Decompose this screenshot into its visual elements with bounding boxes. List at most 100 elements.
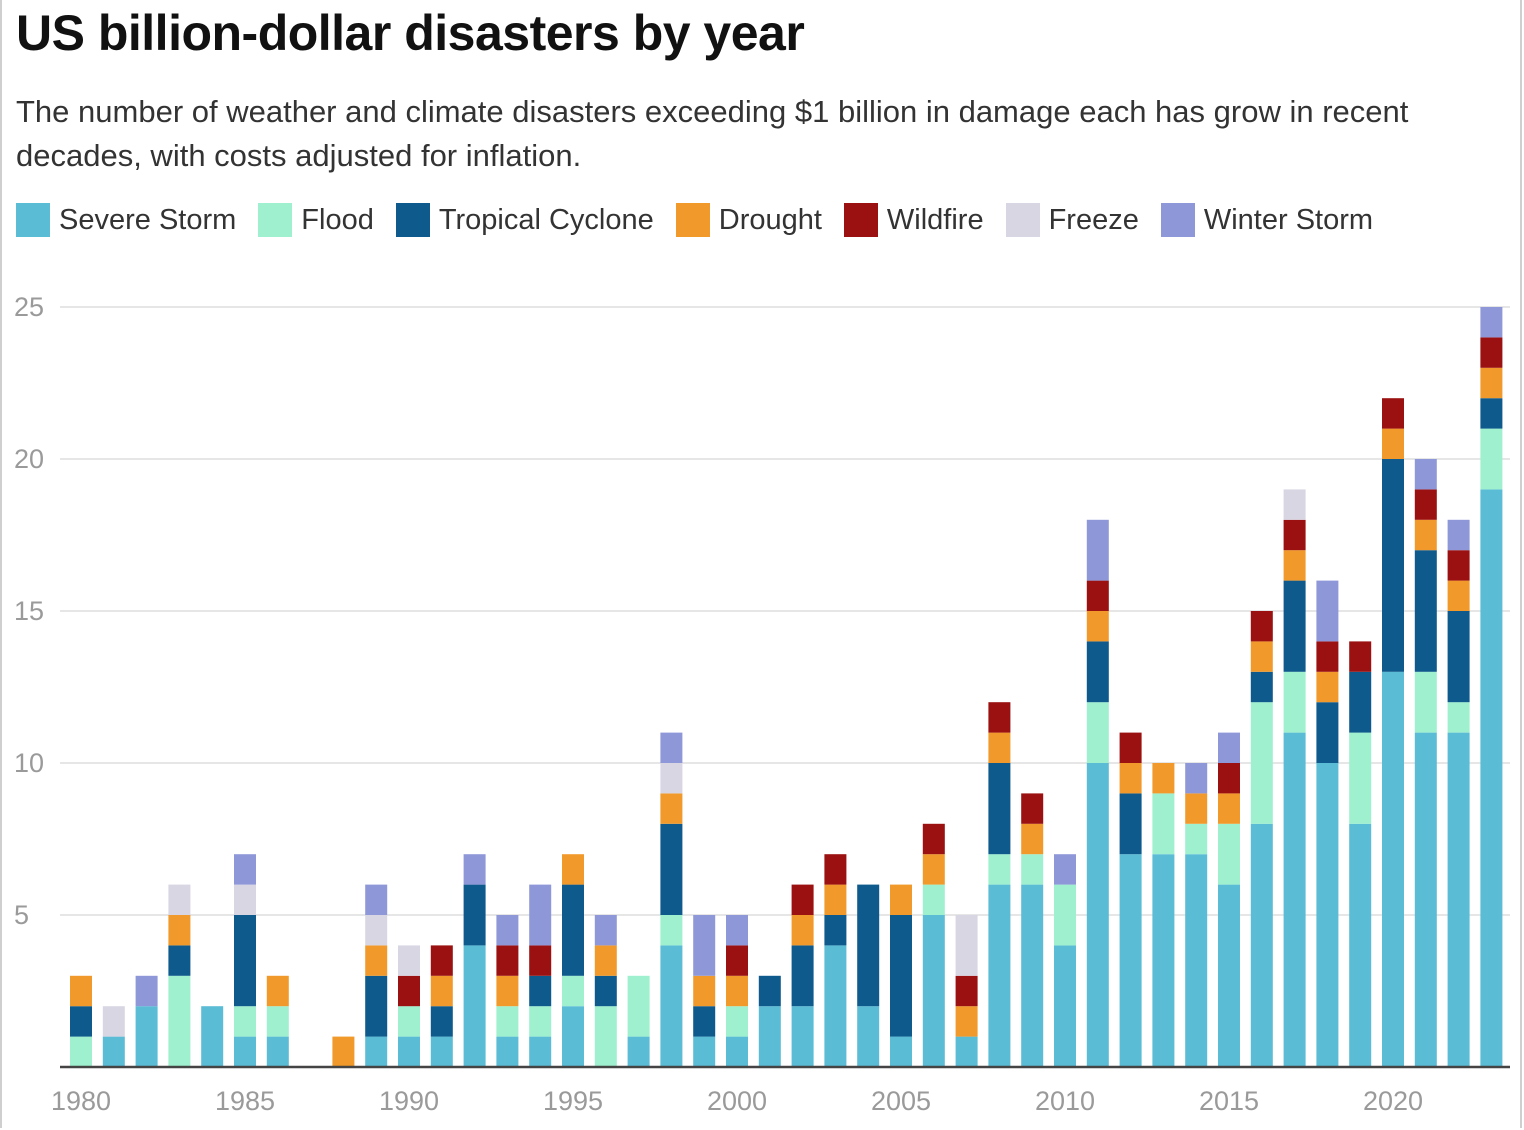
x-tick-label: 2005: [871, 1086, 931, 1116]
bar-segment-wildfire-1990: [398, 975, 420, 1007]
bar-segment-wildfire-2022: [1447, 550, 1470, 581]
bar-segment-flood-1990: [398, 1006, 420, 1037]
bar-segment-winter-storm-1993: [496, 915, 519, 946]
bar-segment-drought-2023: [1480, 367, 1503, 399]
bar-segment-drought-2021: [1414, 519, 1437, 551]
chart-subtitle: The number of weather and climate disast…: [16, 94, 1409, 173]
bar-segment-tropical-cyclone-2023: [1480, 398, 1503, 429]
bar-segment-tropical-cyclone-1980: [70, 1006, 92, 1037]
bar-segment-drought-2005: [890, 884, 912, 915]
chart-title: US billion-dollar disasters by year: [16, 5, 805, 61]
bar-segment-drought-1989: [365, 945, 388, 976]
bar-segment-flood-2000: [726, 1006, 748, 1037]
bar-segment-severe-storm-1982: [135, 1006, 158, 1067]
bar-segment-drought-2008: [988, 732, 1011, 763]
bar-segment-drought-2000: [726, 975, 748, 1007]
bar-segment-winter-storm-1982: [135, 975, 158, 1007]
bar-segment-severe-storm-2018: [1316, 763, 1339, 1067]
x-tick-label: 1980: [51, 1086, 111, 1116]
bar-segment-severe-storm-2000: [726, 1036, 748, 1067]
bar-segment-winter-storm-2023: [1480, 307, 1503, 338]
bar-segment-drought-2022: [1447, 580, 1470, 611]
bar-segment-winter-storm-2018: [1316, 580, 1339, 642]
legend-item-severe-storm: Severe Storm: [16, 203, 236, 237]
bar-segment-severe-storm-2023: [1480, 489, 1503, 1067]
bar-segment-winter-storm-1996: [594, 915, 617, 946]
bar-segment-flood-2008: [988, 854, 1011, 885]
bar-segment-tropical-cyclone-2012: [1119, 793, 1142, 855]
bar-segment-severe-storm-2015: [1218, 884, 1240, 1067]
bar-segment-severe-storm-2008: [988, 884, 1011, 1067]
bar-segment-freeze-1985: [234, 884, 256, 915]
bar-segment-tropical-cyclone-1983: [168, 945, 191, 976]
x-tick-label: 1995: [543, 1086, 603, 1116]
bar-segment-tropical-cyclone-1985: [234, 915, 256, 1007]
bar-segment-winter-storm-2000: [726, 915, 748, 946]
bar-segment-drought-2014: [1185, 793, 1208, 824]
legend-swatch-severe-storm: [16, 203, 50, 237]
bar-segment-wildfire-1991: [430, 945, 453, 976]
bar-segment-flood-2006: [922, 884, 945, 915]
bar-segment-tropical-cyclone-2018: [1316, 702, 1339, 763]
bar-segment-flood-1980: [70, 1036, 92, 1067]
legend-label: Drought: [718, 203, 822, 236]
bar-segment-flood-2014: [1185, 823, 1208, 855]
bar-segment-severe-storm-2021: [1414, 732, 1437, 1067]
bar-segment-severe-storm-2009: [1021, 884, 1044, 1067]
bar-segment-freeze-1981: [102, 1006, 125, 1037]
legend-item-freeze: Freeze: [1005, 203, 1139, 237]
x-tick-label: 2020: [1363, 1086, 1423, 1116]
legend-swatch-flood: [258, 203, 293, 237]
bar-segment-winter-storm-1994: [529, 884, 552, 946]
bar-segment-winter-storm-2015: [1218, 732, 1240, 763]
bar-segment-flood-2016: [1250, 702, 1273, 824]
bar-segment-tropical-cyclone-2004: [857, 884, 880, 1007]
bar-segment-flood-1986: [266, 1006, 289, 1037]
legend-label: Winter Storm: [1203, 203, 1374, 236]
bar-segment-wildfire-2021: [1414, 489, 1437, 520]
bar-segment-severe-storm-1993: [496, 1036, 519, 1067]
bar-segment-tropical-cyclone-2021: [1414, 550, 1437, 672]
legend-item-wildfire: Wildfire: [843, 203, 984, 237]
bar-segment-drought-1995: [562, 854, 584, 885]
bar-segment-tropical-cyclone-2001: [758, 975, 781, 1007]
bar-segment-drought-2006: [922, 854, 945, 885]
bar-segment-drought-2016: [1250, 641, 1273, 672]
bar-segment-wildfire-2003: [824, 854, 847, 885]
bar-segment-flood-2010: [1054, 884, 1076, 946]
bar-segment-flood-2023: [1480, 428, 1503, 490]
bar-segment-freeze-1989: [365, 915, 388, 946]
y-tick-label: 10: [14, 748, 44, 778]
bar-segment-drought-2020: [1382, 428, 1404, 459]
bar-segment-winter-storm-2014: [1185, 763, 1208, 794]
bar-segment-flood-1985: [234, 1006, 256, 1037]
bar-segment-severe-storm-2022: [1447, 732, 1470, 1067]
bar-segment-tropical-cyclone-1998: [660, 823, 683, 915]
bar-segment-drought-2007: [955, 1006, 978, 1037]
bar-segment-severe-storm-2004: [857, 1006, 880, 1067]
bar-segment-severe-storm-2005: [890, 1036, 912, 1067]
bar-segment-tropical-cyclone-1996: [594, 975, 617, 1007]
bar-segment-wildfire-2002: [791, 884, 814, 915]
bar-segment-severe-storm-2003: [824, 945, 847, 1067]
bar-segment-wildfire-1993: [496, 945, 519, 976]
bar-segment-drought-2013: [1152, 763, 1175, 794]
y-tick-label: 20: [14, 444, 44, 474]
bar-segment-freeze-2007: [955, 915, 978, 976]
bar-segment-tropical-cyclone-2022: [1447, 611, 1470, 703]
bar-segment-flood-2009: [1021, 854, 1044, 885]
bar-segment-tropical-cyclone-1989: [365, 975, 388, 1037]
bar-segment-wildfire-2015: [1218, 763, 1240, 794]
legend-item-tropical-cyclone: Tropical Cyclone: [395, 203, 654, 237]
legend-label: Flood: [301, 203, 374, 236]
bar-segment-flood-2017: [1283, 671, 1306, 733]
bar-segment-severe-storm-2007: [955, 1036, 978, 1067]
legend-label: Freeze: [1048, 203, 1139, 236]
bar-segment-tropical-cyclone-2016: [1250, 671, 1273, 703]
legend-item-drought: Drought: [675, 203, 822, 237]
y-tick-label: 15: [14, 596, 44, 626]
bar-segment-tropical-cyclone-1999: [693, 1006, 716, 1037]
bar-segment-wildfire-1994: [529, 945, 552, 976]
bar-segment-flood-1995: [562, 975, 584, 1007]
